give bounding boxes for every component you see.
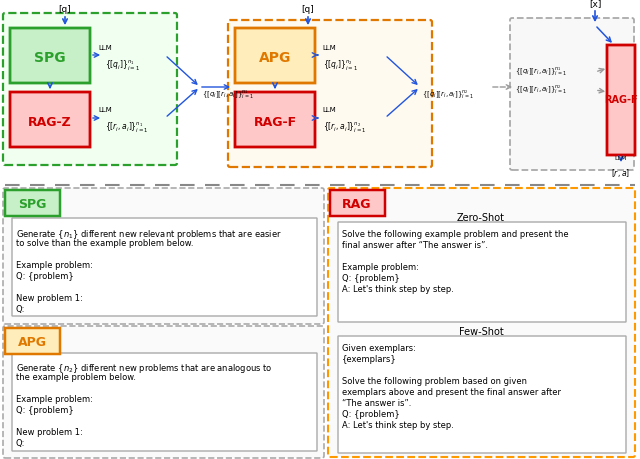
Text: RAG-Z: RAG-Z	[28, 116, 72, 129]
FancyBboxPatch shape	[607, 45, 635, 155]
Text: $\{[q_i][r_i, a_i]\}_{i=1}^{n_2}$: $\{[q_i][r_i, a_i]\}_{i=1}^{n_2}$	[515, 84, 567, 96]
FancyBboxPatch shape	[328, 188, 635, 457]
Text: [q]: [q]	[59, 6, 72, 15]
Text: $\{[q_i]\}_{i=1}^{n_2}$: $\{[q_i]\}_{i=1}^{n_2}$	[323, 59, 358, 73]
Text: LLM: LLM	[322, 45, 336, 51]
Text: to solve than the example problem below.: to solve than the example problem below.	[16, 239, 193, 248]
FancyBboxPatch shape	[5, 190, 60, 216]
Text: Given exemplars:: Given exemplars:	[342, 344, 416, 353]
Text: “The answer is”.: “The answer is”.	[342, 399, 412, 408]
FancyBboxPatch shape	[235, 28, 315, 83]
Text: RAG: RAG	[342, 198, 372, 212]
Text: LLM: LLM	[98, 45, 112, 51]
Text: Q: {problem}: Q: {problem}	[16, 406, 74, 415]
Text: $\{[r_i, a_i]\}_{i=1}^{n_1}$: $\{[r_i, a_i]\}_{i=1}^{n_1}$	[105, 121, 149, 135]
Text: Generate $\{n_1\}$ different new relevant problems that are easier: Generate $\{n_1\}$ different new relevan…	[16, 228, 282, 241]
Text: A: Let's think step by step.: A: Let's think step by step.	[342, 285, 454, 294]
Text: $\{[q_i]\}_{i=1}^{n_1}$: $\{[q_i]\}_{i=1}^{n_1}$	[105, 59, 140, 73]
FancyBboxPatch shape	[12, 218, 317, 316]
FancyBboxPatch shape	[10, 28, 90, 83]
Text: Solve the following example problem and present the: Solve the following example problem and …	[342, 230, 568, 239]
FancyBboxPatch shape	[235, 92, 315, 147]
Text: LLM: LLM	[98, 107, 112, 113]
Text: A: Let's think step by step.: A: Let's think step by step.	[342, 421, 454, 430]
FancyBboxPatch shape	[10, 92, 90, 147]
Text: [q]: [q]	[301, 6, 314, 15]
FancyBboxPatch shape	[12, 353, 317, 451]
Text: LLM: LLM	[615, 156, 627, 161]
Text: Zero-Shot: Zero-Shot	[457, 213, 505, 223]
Text: Q: {problem}: Q: {problem}	[16, 272, 74, 281]
Text: exemplars above and present the final answer after: exemplars above and present the final an…	[342, 388, 561, 397]
Text: Generate $\{n_2\}$ different new problems that are analogous to: Generate $\{n_2\}$ different new problem…	[16, 362, 273, 375]
Text: $\{[r_i, a_i]\}_{i=1}^{n_2}$: $\{[r_i, a_i]\}_{i=1}^{n_2}$	[323, 121, 367, 135]
Text: the example problem below.: the example problem below.	[16, 373, 136, 382]
Text: Q:: Q:	[16, 305, 26, 314]
FancyBboxPatch shape	[3, 13, 177, 165]
FancyBboxPatch shape	[338, 222, 626, 322]
Text: $[r,a]$: $[r,a]$	[611, 167, 630, 179]
Text: RAG-F: RAG-F	[604, 95, 638, 105]
Text: Few-Shot: Few-Shot	[459, 327, 504, 337]
Text: final answer after “The answer is”.: final answer after “The answer is”.	[342, 241, 488, 250]
FancyBboxPatch shape	[5, 328, 60, 354]
FancyBboxPatch shape	[3, 188, 324, 324]
Text: {exemplars}: {exemplars}	[342, 355, 397, 364]
Text: New problem 1:: New problem 1:	[16, 294, 83, 303]
Text: SPG: SPG	[18, 198, 46, 212]
Text: Q: {problem}: Q: {problem}	[342, 410, 400, 419]
FancyBboxPatch shape	[510, 18, 634, 170]
Text: [x]: [x]	[589, 0, 601, 9]
Text: SPG: SPG	[34, 51, 66, 65]
Text: Example problem:: Example problem:	[16, 261, 93, 270]
Text: Example problem:: Example problem:	[342, 263, 419, 272]
FancyBboxPatch shape	[330, 190, 385, 216]
Text: APG: APG	[259, 51, 291, 65]
Text: Q:: Q:	[16, 439, 26, 448]
Text: Solve the following problem based on given: Solve the following problem based on giv…	[342, 377, 527, 386]
Text: $\{[q_i][r_i, a_i]\}_{i=1}^{n_2}$: $\{[q_i][r_i, a_i]\}_{i=1}^{n_2}$	[422, 89, 474, 101]
Text: LLM: LLM	[322, 107, 336, 113]
FancyBboxPatch shape	[228, 20, 432, 167]
Text: APG: APG	[17, 336, 47, 349]
Text: New problem 1:: New problem 1:	[16, 428, 83, 437]
FancyBboxPatch shape	[3, 326, 324, 458]
Text: RAG-F: RAG-F	[253, 116, 296, 129]
FancyBboxPatch shape	[338, 336, 626, 453]
Text: $\{[q_i][r_i, a_i]\}_{i=1}^{n_1}$: $\{[q_i][r_i, a_i]\}_{i=1}^{n_1}$	[202, 89, 254, 101]
Text: Q: {problem}: Q: {problem}	[342, 274, 400, 283]
Text: $\{[q_i][r_i, a_i]\}_{i=1}^{n_1}$: $\{[q_i][r_i, a_i]\}_{i=1}^{n_1}$	[515, 66, 567, 78]
Text: Example problem:: Example problem:	[16, 395, 93, 404]
